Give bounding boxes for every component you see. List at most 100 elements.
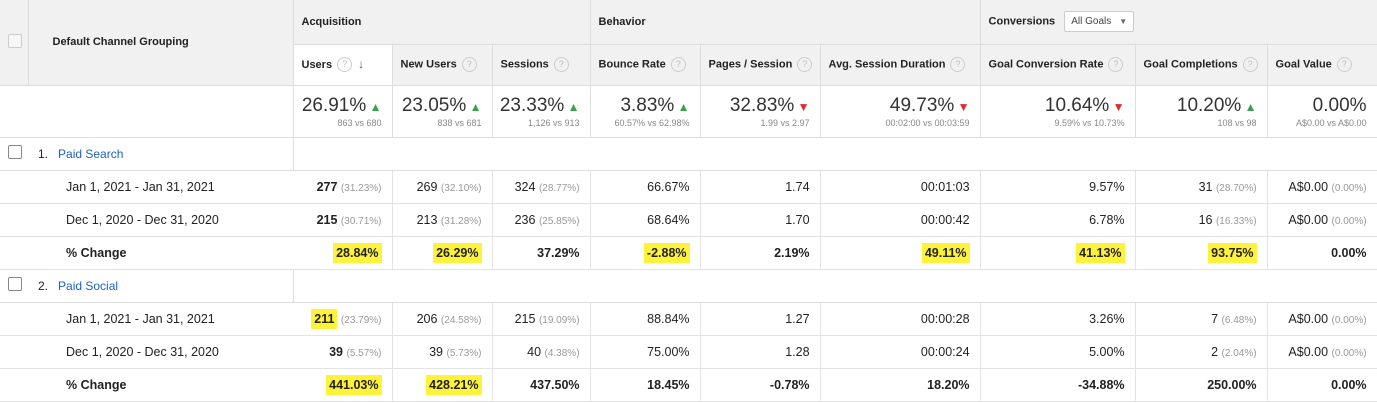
trend-up-icon: ▲ xyxy=(564,99,580,114)
cell-percent: (6.48%) xyxy=(1221,314,1257,326)
help-icon[interactable]: ? xyxy=(950,57,966,72)
cell-percent: (32.10%) xyxy=(440,182,482,194)
cell-value: 39 xyxy=(329,344,343,359)
table-cell: 441.03% xyxy=(293,368,393,402)
table-cell: 93.75% xyxy=(1135,236,1268,270)
help-icon[interactable]: ? xyxy=(1108,57,1124,72)
help-icon[interactable]: ? xyxy=(670,57,686,72)
dimension-header[interactable]: Default Channel Grouping xyxy=(28,0,294,86)
trend-down-icon: ▼ xyxy=(954,99,970,114)
select-all-checkbox[interactable] xyxy=(8,33,22,48)
table-cell: 1.28 xyxy=(700,335,821,369)
cell-value: A$0.00 xyxy=(1288,179,1329,194)
table-cell: 00:00:42 xyxy=(820,203,981,237)
summary-cell: 26.91% ▲ 863 vs 680 xyxy=(293,85,393,138)
cell-value: 39 xyxy=(429,344,443,359)
cell-value: 68.64% xyxy=(647,212,690,227)
table-cell: A$0.00 (0.00%) xyxy=(1267,203,1377,237)
table-cell: 28.84% xyxy=(293,236,393,270)
table-cell: 2 (2.04%) xyxy=(1135,335,1268,369)
cell-value: 18.45% xyxy=(647,377,690,392)
column-header-sessions[interactable]: Sessions? xyxy=(492,44,591,86)
cell-value: 428.21% xyxy=(426,374,482,395)
column-header-goal-conversion-rate[interactable]: Goal Conversion Rate? xyxy=(980,44,1136,86)
cell-value: -2.88% xyxy=(643,242,690,263)
help-icon[interactable]: ? xyxy=(461,57,477,72)
column-header-new-users[interactable]: New Users? xyxy=(392,44,493,86)
cell-value: A$0.00 xyxy=(1288,311,1329,326)
column-header-label: Goal Conversion Rate xyxy=(988,58,1104,71)
table-cell: A$0.00 (0.00%) xyxy=(1267,302,1377,336)
column-header-users[interactable]: Users? ↓ xyxy=(293,44,393,86)
row-label: Jan 1, 2021 - Jan 31, 2021 xyxy=(28,170,293,204)
channel-name-cell: 2. Paid Social xyxy=(28,269,294,303)
row-spacer xyxy=(0,203,28,237)
column-header-pages-session[interactable]: Pages / Session? xyxy=(700,44,821,86)
summary-checkbox-cell xyxy=(0,85,28,138)
trend-up-icon: ▲ xyxy=(674,99,690,114)
summary-cell: 32.83% ▼ 1.99 vs 2.97 xyxy=(700,85,821,138)
channel-row: 2. Paid Social xyxy=(0,269,1377,303)
help-icon[interactable]: ? xyxy=(553,57,569,72)
goal-selector-dropdown[interactable]: All Goals ▼ xyxy=(1064,11,1135,33)
channel-link[interactable]: Paid Social xyxy=(58,278,119,293)
summary-value: 0.00% xyxy=(1268,95,1367,117)
row-checkbox[interactable] xyxy=(8,145,22,159)
table-cell: 236 (25.85%) xyxy=(492,203,591,237)
table-cell: 0.00% xyxy=(1267,368,1377,402)
column-header-label: Users xyxy=(301,58,333,71)
channel-checkbox-cell xyxy=(0,269,28,303)
cell-value: 16 xyxy=(1198,212,1213,227)
summary-percent: 10.20% xyxy=(1176,94,1242,116)
summary-value: 23.33% ▲ xyxy=(493,95,580,117)
summary-compare: 1.99 vs 2.97 xyxy=(760,117,810,128)
cell-percent: (0.00%) xyxy=(1331,182,1367,194)
table-cell: 324 (28.77%) xyxy=(492,170,591,204)
cell-value: 37.29% xyxy=(537,245,580,260)
summary-compare: 863 vs 680 xyxy=(337,117,382,128)
conversions-group-header: Conversions All Goals ▼ xyxy=(980,0,1377,45)
help-icon[interactable]: ? xyxy=(1242,57,1258,72)
row-spacer xyxy=(0,368,28,402)
help-icon[interactable]: ? xyxy=(797,57,813,72)
cell-percent: (24.58%) xyxy=(440,314,482,326)
table-cell: 1.70 xyxy=(700,203,821,237)
cell-value: 1.70 xyxy=(785,212,810,227)
cell-value: 0.00% xyxy=(1331,245,1367,260)
column-header-bounce-rate[interactable]: Bounce Rate? xyxy=(590,44,701,86)
column-header-goal-value[interactable]: Goal Value? xyxy=(1267,44,1377,86)
cell-percent: (0.00%) xyxy=(1331,215,1367,227)
table-cell: 211 (23.79%) xyxy=(293,302,393,336)
help-icon[interactable]: ? xyxy=(1336,57,1352,72)
table-cell: 66.67% xyxy=(590,170,701,204)
column-header-goal-completions[interactable]: Goal Completions? xyxy=(1135,44,1268,86)
cell-value: 2 xyxy=(1211,344,1219,359)
cell-value: 18.20% xyxy=(927,377,970,392)
column-header-avg-session-duration[interactable]: Avg. Session Duration? xyxy=(820,44,981,86)
table-cell: 7 (6.48%) xyxy=(1135,302,1268,336)
row-label: Jan 1, 2021 - Jan 31, 2021 xyxy=(28,302,293,336)
help-icon[interactable]: ? xyxy=(337,57,353,73)
cell-value: 66.67% xyxy=(647,179,690,194)
table-cell: 49.11% xyxy=(820,236,981,270)
sort-down-arrow-icon[interactable]: ↓ xyxy=(358,56,365,71)
cell-percent: (25.85%) xyxy=(538,215,580,227)
table-cell: 88.84% xyxy=(590,302,701,336)
summary-percent: 49.73% xyxy=(889,94,955,116)
cell-value: 269 xyxy=(416,179,438,194)
column-header-label: Goal Completions xyxy=(1143,58,1238,71)
trend-up-icon: ▲ xyxy=(366,99,382,114)
channel-link[interactable]: Paid Search xyxy=(58,146,124,161)
table-cell: A$0.00 (0.00%) xyxy=(1267,335,1377,369)
channel-empty-cell xyxy=(293,137,1377,171)
row-checkbox[interactable] xyxy=(8,277,22,291)
cell-percent: (16.33%) xyxy=(1215,215,1257,227)
table-cell: 16 (16.33%) xyxy=(1135,203,1268,237)
cell-percent: (31.28%) xyxy=(440,215,482,227)
cell-value: 1.27 xyxy=(785,311,810,326)
cell-value: 6.78% xyxy=(1089,212,1125,227)
summary-compare: 00:02:00 vs 00:03:59 xyxy=(885,117,970,128)
row-spacer xyxy=(0,335,28,369)
table-cell: A$0.00 (0.00%) xyxy=(1267,170,1377,204)
cell-value: 215 xyxy=(514,311,536,326)
